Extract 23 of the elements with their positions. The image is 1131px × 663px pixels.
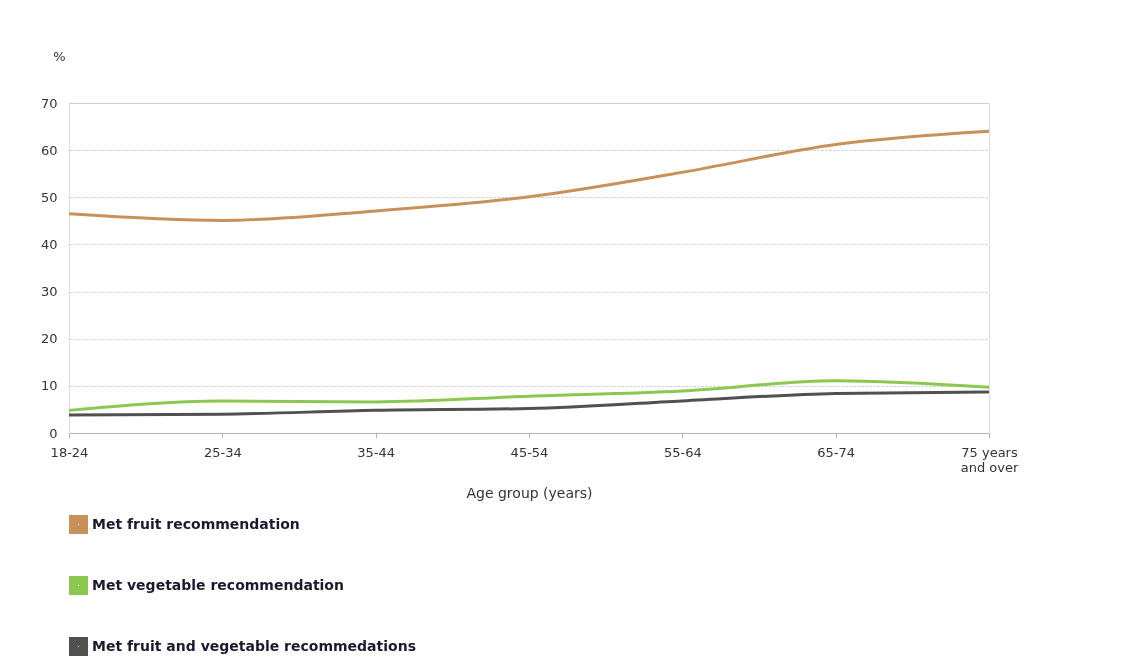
y-axis-title: %	[53, 48, 66, 64]
x-tick-label: 25-34	[203, 444, 242, 460]
x-tick-label: 45-54	[510, 444, 549, 460]
line-series	[67, 390, 991, 417]
legend-label: Met vegetable recommendation	[92, 576, 344, 593]
x-tick-label: 75 years and over	[960, 444, 1019, 475]
x-tick-label: 55-64	[663, 444, 702, 460]
y-tick-label: 20	[40, 331, 58, 347]
y-tick-label: 60	[40, 142, 58, 158]
line-series	[67, 379, 991, 412]
x-tick-label: 35-44	[357, 444, 396, 460]
legend-label: Met fruit recommendation	[92, 515, 300, 532]
legend-label: Met fruit and vegetable recommedations	[92, 637, 416, 654]
x-tick-label: 18-24	[50, 444, 89, 460]
y-tick-label: 10	[40, 378, 58, 394]
y-tick-label: 0	[49, 425, 58, 441]
y-tick-label: 70	[40, 95, 58, 111]
line-series	[67, 129, 991, 222]
y-tick-label: 30	[40, 284, 58, 300]
x-tick-label: 65-74	[817, 444, 856, 460]
y-tick-label: 50	[40, 189, 58, 205]
y-tick-label: 40	[40, 236, 58, 252]
x-axis-title: Age group (years)	[466, 484, 593, 501]
